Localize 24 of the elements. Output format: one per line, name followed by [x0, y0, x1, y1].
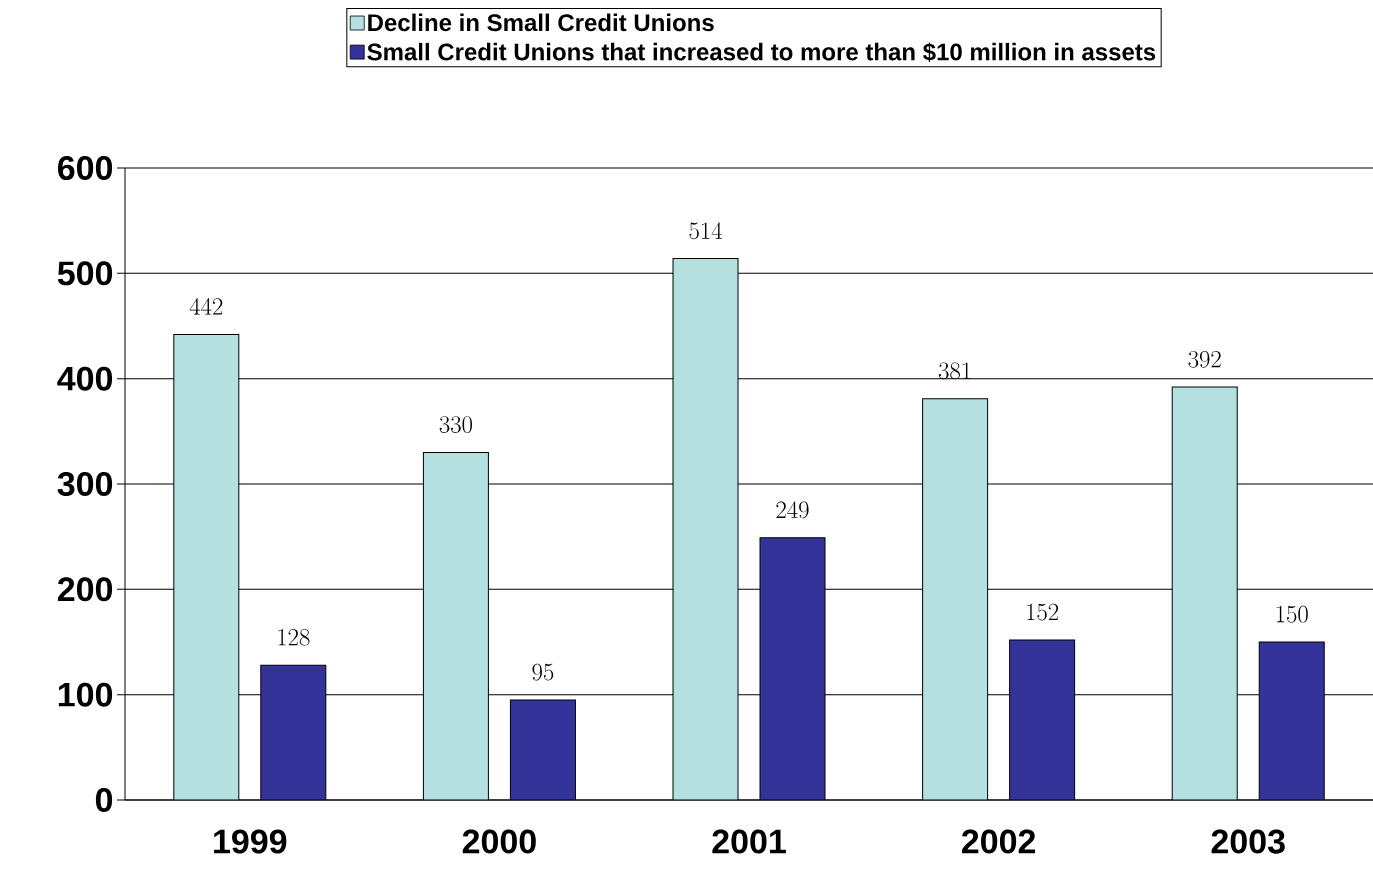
data-label: 442 — [189, 298, 223, 315]
data-label: 128 — [278, 628, 310, 646]
y-tick-label: 0 — [95, 787, 113, 813]
x-tick-label: 2002 — [961, 829, 1036, 854]
x-tick-label: 2003 — [1211, 829, 1285, 854]
data-label: 95 — [532, 663, 554, 681]
data-label: 381 — [938, 362, 971, 380]
y-tick-label: 100 — [58, 682, 113, 707]
data-label: 514 — [689, 222, 723, 240]
data-label: 330 — [439, 416, 472, 433]
x-tick-label: 2001 — [712, 829, 786, 854]
y-tick-label: 500 — [57, 261, 113, 286]
x-tick-label: 1999 — [214, 829, 287, 854]
data-label: 249 — [776, 501, 809, 519]
y-tick-label: 200 — [57, 577, 113, 602]
y-tick-label: 300 — [57, 471, 113, 497]
y-tick-label: 400 — [57, 366, 113, 391]
data-label: 392 — [1188, 350, 1221, 368]
y-tick-label: 600 — [58, 155, 113, 181]
legend-label: Small Credit Unions that increased to more than $10 million in assets — [367, 42, 1156, 63]
data-label: 152 — [1027, 603, 1059, 621]
data-label: 150 — [1276, 605, 1308, 623]
x-tick-label: 2000 — [462, 829, 536, 854]
legend-label: Decline in Small Credit Unions — [368, 13, 714, 32]
